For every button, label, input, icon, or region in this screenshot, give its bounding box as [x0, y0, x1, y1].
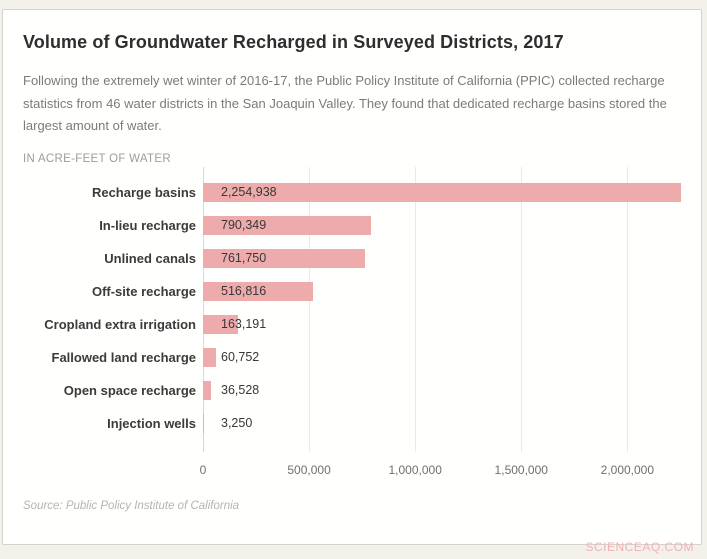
bar	[203, 249, 365, 268]
row-plot: 36,528	[203, 374, 691, 407]
row-plot: 516,816	[203, 275, 691, 308]
x-axis: 0 500,000 1,000,000 1,500,000 2,000,000	[3, 463, 701, 481]
value-label: 60,752	[221, 350, 260, 364]
chart-row: Fallowed land recharge 60,752	[3, 341, 701, 374]
value-label: 790,349	[221, 218, 267, 232]
chart-row: Open space recharge 36,528	[3, 374, 701, 407]
chart-row: Cropland extra irrigation 163,191	[3, 308, 701, 341]
bar	[203, 282, 313, 301]
row-plot: 60,752	[203, 341, 691, 374]
page-title: Volume of Groundwater Recharged in Surve…	[23, 32, 564, 52]
source-note: Source: Public Policy Institute of Calif…	[23, 500, 240, 512]
chart-card: Volume of Groundwater Recharged in Surve…	[2, 9, 702, 545]
gridline	[627, 167, 629, 452]
value-label: 2,254,938	[221, 185, 277, 199]
category-label: Fallowed land recharge	[51, 350, 197, 365]
chart-row: Unlined canals 761,750	[3, 242, 701, 275]
x-tick-label: 1,000,000	[388, 463, 442, 477]
x-tick-label: 2,000,000	[600, 463, 655, 477]
category-label: Open space recharge	[63, 383, 196, 398]
chart-subtitle: Following the extremely wet winter of 20…	[23, 73, 667, 133]
unit-label: IN ACRE-FEET OF WATER	[23, 153, 171, 165]
chart-row: Injection wells 3,250	[3, 407, 701, 440]
row-plot: 163,191	[203, 308, 691, 341]
value-label: 3,250	[221, 416, 253, 430]
chart-rows: Recharge basins 2,254,938 In-lieu rechar…	[3, 176, 701, 440]
chart-row: Off-site recharge 516,816	[3, 275, 701, 308]
category-label: Injection wells	[107, 416, 196, 431]
value-label: 761,750	[221, 251, 267, 265]
x-tick-label: 500,000	[287, 463, 331, 477]
row-plot: 3,250	[203, 407, 691, 440]
plot-gridlines	[203, 167, 691, 452]
value-label: 36,528	[221, 383, 260, 397]
gridline	[415, 167, 417, 452]
category-label: Cropland extra irrigation	[44, 317, 196, 332]
gridline	[309, 167, 311, 452]
chart-row: In-lieu recharge 790,349	[3, 209, 701, 242]
bar-chart: Recharge basins 2,254,938 In-lieu rechar…	[3, 167, 701, 487]
category-label: In-lieu recharge	[99, 218, 196, 233]
bar	[203, 216, 371, 235]
category-label: Unlined canals	[104, 251, 196, 266]
bar	[203, 183, 682, 202]
row-plot: 2,254,938	[203, 176, 691, 209]
watermark: SCIENCEAQ.COM	[585, 540, 694, 554]
bar	[203, 315, 238, 334]
x-tick-label: 0	[199, 463, 207, 477]
zero-axis-line	[203, 167, 204, 452]
bar	[203, 414, 204, 433]
category-label: Recharge basins	[91, 185, 196, 200]
row-plot: 790,349	[203, 209, 691, 242]
row-plot: 761,750	[203, 242, 691, 275]
category-label: Off-site recharge	[91, 284, 196, 299]
bar	[203, 348, 216, 367]
gridline	[521, 167, 523, 452]
value-label: 516,816	[221, 284, 267, 298]
value-label: 163,191	[221, 317, 267, 331]
bar	[203, 381, 211, 400]
x-tick-label: 1,500,000	[494, 463, 548, 477]
chart-row: Recharge basins 2,254,938	[3, 176, 701, 209]
